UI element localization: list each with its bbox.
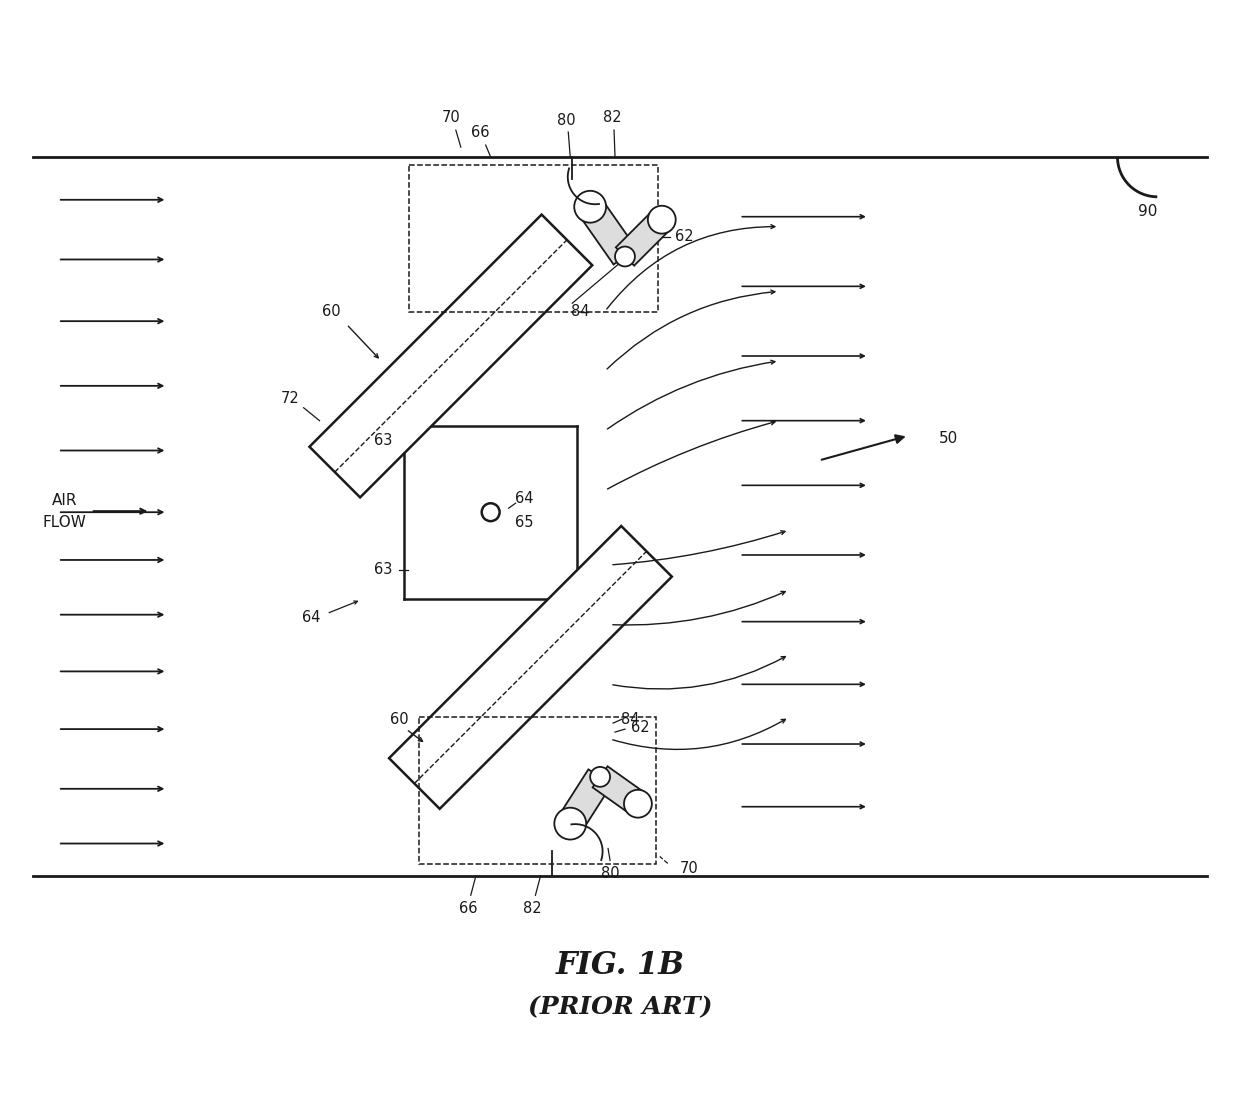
Text: 62: 62 xyxy=(631,719,650,735)
Bar xyxy=(419,717,656,865)
Circle shape xyxy=(590,767,610,786)
Text: 66: 66 xyxy=(459,901,477,915)
Bar xyxy=(409,165,657,312)
Circle shape xyxy=(615,247,635,267)
Text: 62: 62 xyxy=(676,229,694,244)
Text: 70: 70 xyxy=(441,109,460,125)
Polygon shape xyxy=(616,211,671,266)
Text: 90: 90 xyxy=(1137,204,1157,219)
Text: FIG. 1B: FIG. 1B xyxy=(556,951,684,982)
Text: 60: 60 xyxy=(322,303,341,319)
Text: 65: 65 xyxy=(516,515,533,529)
Polygon shape xyxy=(579,199,636,265)
Text: (PRIOR ART): (PRIOR ART) xyxy=(528,996,712,1019)
Text: 63: 63 xyxy=(374,433,392,448)
Circle shape xyxy=(624,790,652,817)
Text: FLOW: FLOW xyxy=(43,515,87,529)
Circle shape xyxy=(481,503,500,521)
Polygon shape xyxy=(310,215,593,497)
Text: 80: 80 xyxy=(557,113,575,128)
Text: 63: 63 xyxy=(374,563,392,577)
Text: 64: 64 xyxy=(303,610,321,625)
Text: 72: 72 xyxy=(280,392,299,406)
Text: 70: 70 xyxy=(680,861,698,876)
Circle shape xyxy=(554,807,587,839)
Text: AIR: AIR xyxy=(52,493,78,507)
Text: 84: 84 xyxy=(621,711,639,727)
Text: 64: 64 xyxy=(516,491,533,506)
Polygon shape xyxy=(389,526,672,808)
Text: 66: 66 xyxy=(471,125,490,140)
Text: 80: 80 xyxy=(600,866,619,881)
Text: 82: 82 xyxy=(603,109,621,125)
Text: 82: 82 xyxy=(523,901,542,915)
Text: 84: 84 xyxy=(570,303,589,319)
Polygon shape xyxy=(558,770,611,832)
Text: 60: 60 xyxy=(389,711,408,727)
Text: 50: 50 xyxy=(939,431,959,446)
Circle shape xyxy=(647,206,676,234)
Circle shape xyxy=(574,191,606,223)
Polygon shape xyxy=(593,767,645,814)
